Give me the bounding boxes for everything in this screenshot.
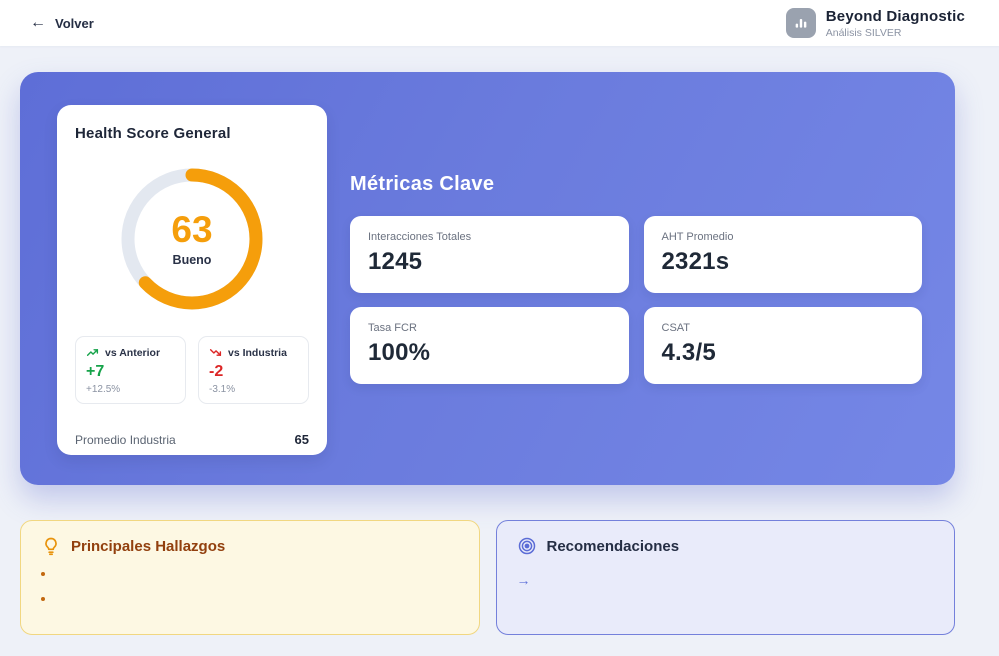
comparison-label: vs Anterior: [105, 346, 161, 359]
vs-industria-card: vs Industria -2 -3.1%: [198, 336, 309, 404]
metric-value: 4.3/5: [661, 339, 716, 366]
health-score-value: 63: [171, 209, 213, 250]
arrow-right-icon: →: [516, 572, 531, 588]
metric-card-interacciones: Interacciones Totales 1245: [350, 216, 629, 293]
comparison-percent: +12.5%: [86, 384, 121, 395]
brand: Beyond Diagnostic Análisis SILVER: [785, 7, 965, 39]
finding-item: [41, 570, 459, 578]
metric-grid: Interacciones Totales 1245 AHT Promedio …: [350, 216, 922, 384]
back-label: Volver: [55, 15, 94, 31]
vs-anterior-card: vs Anterior +7 +12.5%: [75, 336, 186, 404]
bullet-icon: [41, 572, 45, 576]
target-icon: [518, 537, 535, 555]
bullet-icon: [41, 597, 45, 601]
metric-value: 1245: [368, 248, 423, 275]
comparison-row: vs Anterior +7 +12.5% vs Industria -2 -3…: [75, 336, 309, 404]
metric-value: 100%: [368, 339, 431, 366]
metric-card-csat: CSAT 4.3/5: [643, 307, 922, 384]
summary-panel: Health Score General 63 Bueno: [20, 72, 955, 485]
recommendations-card: Recomendaciones →: [495, 520, 955, 635]
key-metrics-section: Métricas Clave Interacciones Totales 124…: [350, 105, 922, 455]
brand-title: Beyond Diagnostic: [825, 7, 965, 25]
recommendation-item: →: [517, 572, 935, 590]
comparison-value: -2: [209, 363, 224, 380]
metric-card-fcr: Tasa FCR 100%: [350, 307, 629, 384]
metric-label: Tasa FCR: [368, 322, 417, 334]
health-score-gauge: 63 Bueno: [117, 164, 267, 314]
health-score-card: Health Score General 63 Bueno: [57, 105, 327, 455]
health-score-state: Bueno: [172, 253, 212, 267]
findings-card: Principales Hallazgos: [20, 520, 480, 635]
industry-average-row: Promedio Industria 65: [75, 432, 309, 447]
gauge-ring: [121, 168, 263, 310]
metric-label: AHT Promedio: [661, 231, 734, 243]
trending-down-icon: [209, 349, 222, 356]
health-score-title: Health Score General: [75, 125, 231, 142]
lightbulb-icon: [45, 537, 57, 556]
comparison-value: +7: [86, 363, 105, 380]
metric-value: 2321s: [661, 248, 730, 275]
metric-card-aht: AHT Promedio 2321s: [643, 216, 922, 293]
industry-average-label: Promedio Industria: [75, 432, 176, 447]
comparison-percent: -3.1%: [209, 384, 236, 395]
brand-subtitle: Análisis SILVER: [825, 26, 902, 39]
back-arrow-icon: ←: [30, 14, 46, 31]
trending-up-icon: [86, 349, 99, 356]
metric-label: Interacciones Totales: [368, 231, 472, 243]
comparison-label: vs Industria: [228, 346, 287, 359]
key-metrics-title: Métricas Clave: [350, 173, 495, 195]
main-content: Health Score General 63 Bueno: [20, 72, 955, 635]
bar-chart-icon: [785, 8, 816, 38]
back-button[interactable]: ← Volver: [30, 15, 94, 31]
recommendations-title: Recomendaciones: [546, 537, 680, 555]
findings-title: Principales Hallazgos: [71, 537, 226, 555]
bottom-section: Principales Hallazgos Recomendaciones: [20, 520, 955, 635]
top-bar: ← Volver Beyond Diagnostic Análisis SILV…: [0, 0, 999, 46]
industry-average-value: 65: [294, 432, 309, 447]
finding-item: [41, 595, 459, 603]
findings-list: [41, 570, 459, 603]
metric-label: CSAT: [661, 322, 691, 334]
